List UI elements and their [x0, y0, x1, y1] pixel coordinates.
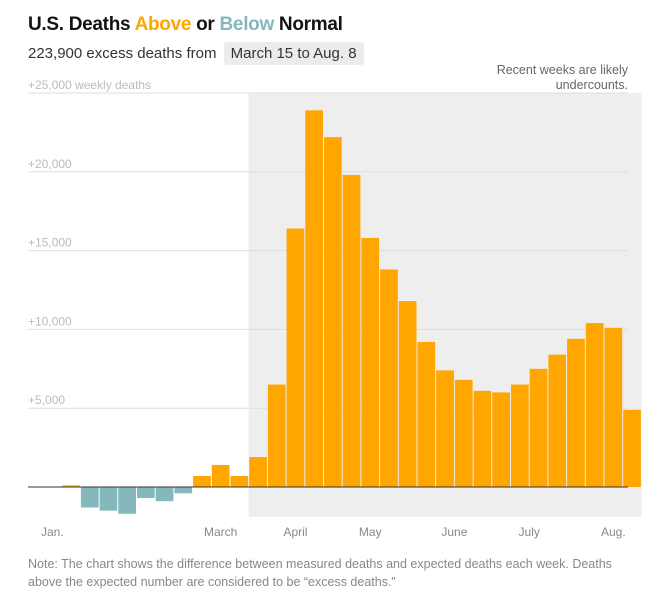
annotation-line-1: Recent weeks are likely: [497, 63, 629, 77]
chart-note: Note: The chart shows the difference bet…: [28, 557, 612, 589]
bar-week-21: [417, 342, 436, 487]
bar-week-24: [473, 390, 492, 487]
chart-subtitle: 223,900 excess deaths from March 15 to A…: [28, 42, 364, 65]
annotation-line-2: undercounts.: [556, 78, 628, 92]
title-prefix: U.S. Deaths: [28, 14, 135, 35]
bar-week-27: [529, 368, 548, 487]
title-or: or: [191, 14, 220, 35]
x-tick-label-may: May: [359, 525, 382, 539]
bar-week-7: [155, 487, 174, 502]
bar-week-9: [193, 475, 211, 487]
bar-week-18: [361, 237, 380, 487]
title-above: Above: [134, 14, 192, 35]
bar-week-30: [585, 323, 604, 487]
x-tick-label-april: April: [283, 525, 307, 539]
chart: +25,000 weekly deaths +20,000 +15,000 +10,0…: [28, 63, 642, 539]
bar-week-23: [454, 379, 473, 487]
y-tick-label-0: +25,000 weekly deaths: [28, 78, 151, 92]
bar-week-8: [174, 487, 193, 494]
y-tick-label-4: +5,000: [28, 393, 65, 407]
bar-week-31: [604, 327, 623, 487]
bar-week-28: [548, 354, 567, 487]
date-range-chip: March 15 to Aug. 8: [223, 42, 364, 65]
bar-week-29: [567, 338, 585, 487]
bar-week-16: [324, 137, 342, 488]
x-tick-label-june: June: [441, 525, 467, 539]
x-tick-label-july: July: [519, 525, 540, 539]
bar-week-15: [305, 110, 323, 487]
bar-week-6: [137, 487, 155, 499]
bar-week-11: [230, 475, 249, 487]
chart-title: U.S. Deaths Above or Below Normal: [28, 14, 343, 36]
bar-week-32: [623, 409, 641, 487]
bar-week-2: [62, 485, 80, 487]
bar-week-19: [380, 269, 398, 487]
x-tick-label-jan: Jan.: [41, 525, 64, 539]
subtitle-text: 223,900 excess deaths from: [28, 45, 217, 62]
bar-week-10: [211, 464, 230, 487]
title-suffix: Normal: [273, 14, 343, 35]
x-tick-label-march: March: [204, 525, 237, 539]
bar-week-4: [99, 487, 118, 511]
bar-week-20: [398, 301, 417, 487]
title-below: Below: [219, 14, 275, 35]
bar-week-12: [249, 457, 267, 487]
bar-week-22: [436, 370, 454, 487]
y-tick-label-3: +10,000: [28, 314, 72, 328]
y-tick-label-1: +20,000: [28, 157, 72, 171]
y-tick-label-2: +15,000: [28, 236, 72, 250]
x-tick-label-aug: Aug.: [601, 525, 626, 539]
bar-week-25: [492, 392, 510, 487]
bar-week-3: [80, 487, 99, 508]
bar-week-14: [286, 228, 305, 487]
bar-week-5: [118, 487, 136, 514]
bar-week-13: [267, 384, 286, 487]
bar-week-26: [511, 384, 529, 487]
bar-week-17: [342, 174, 361, 487]
